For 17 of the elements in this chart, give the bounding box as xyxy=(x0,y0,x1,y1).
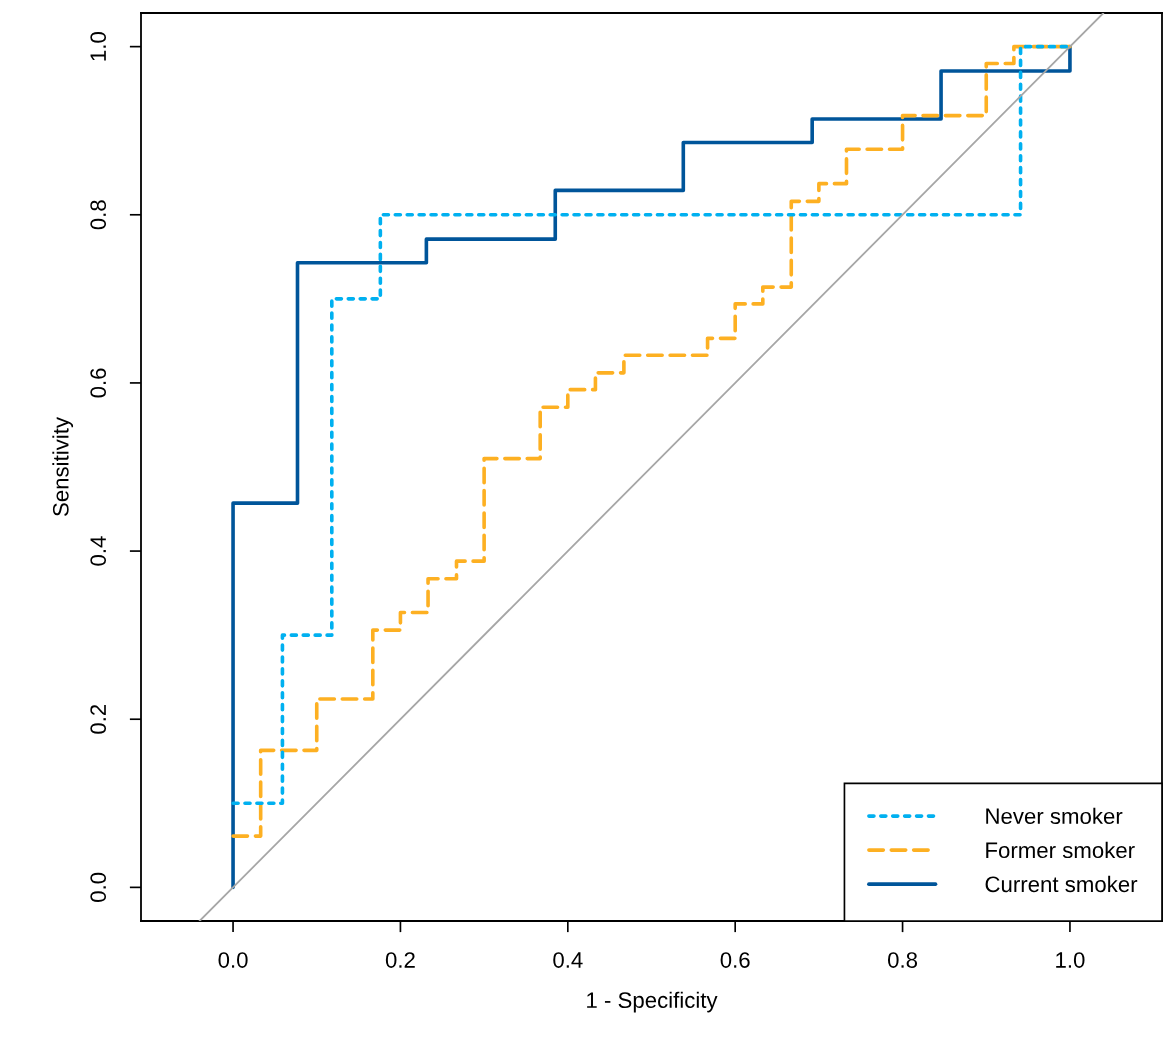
y-tick-label: 0.2 xyxy=(90,704,107,734)
legend-label: Current smoker xyxy=(985,875,1138,893)
legend-label: Never smoker xyxy=(986,807,1123,825)
y-tick-label: 0.0 xyxy=(90,872,107,902)
y-tick-label: 1.0 xyxy=(90,32,107,61)
y-tick-label: 0.6 xyxy=(90,368,107,398)
x-tick-label: 0.8 xyxy=(887,952,918,968)
x-tick-label: 0.6 xyxy=(720,952,750,968)
x-axis-title: 1 - Specificity xyxy=(587,991,718,1013)
x-tick-label: 1.0 xyxy=(1056,952,1085,968)
x-tick-label: 0.0 xyxy=(218,952,248,968)
y-tick-label: 0.4 xyxy=(90,536,107,566)
legend-label: Former smoker xyxy=(986,841,1135,859)
x-tick-label: 0.4 xyxy=(553,952,583,968)
x-tick-label: 0.2 xyxy=(385,952,415,968)
y-axis-title: Sensitivity xyxy=(52,417,74,517)
y-tick-label: 0.8 xyxy=(90,200,107,230)
